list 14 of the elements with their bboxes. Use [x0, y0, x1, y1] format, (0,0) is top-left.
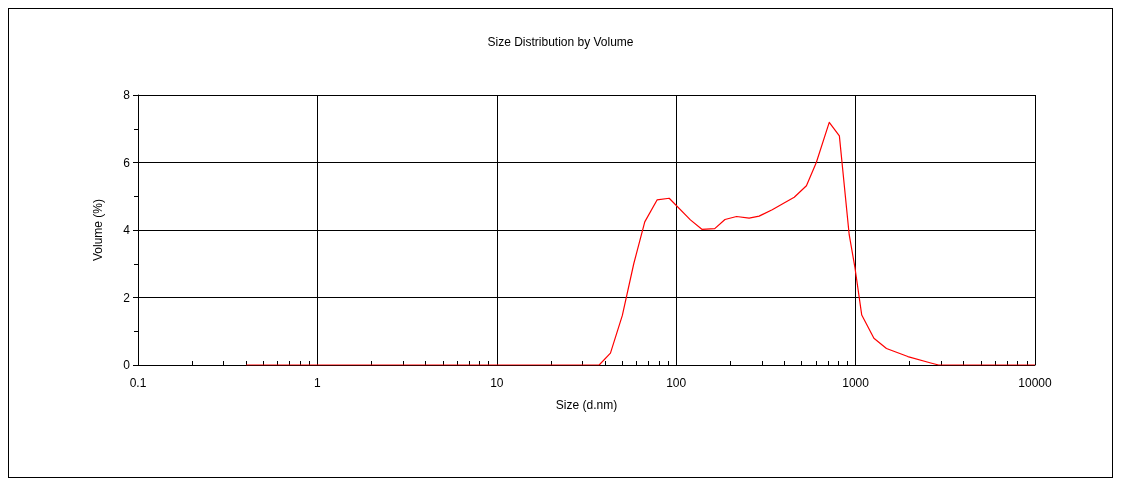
y-tick-label: 4 [123, 223, 131, 237]
y-axis-title: Volume (%) [91, 198, 105, 262]
x-tick-label: 0.1 [129, 376, 147, 390]
y-tick-label: 6 [123, 155, 131, 170]
y-tick-label: 8 [123, 88, 131, 102]
x-tick-label: 1000 [842, 376, 870, 390]
x-tick-label: 10000 [1018, 376, 1053, 390]
x-axis-title: Size (d.nm) [555, 398, 618, 412]
chart-title: Size Distribution by Volume [487, 35, 634, 49]
x-tick-label: 1 [314, 376, 322, 390]
x-tick-label: 10 [490, 376, 504, 390]
x-tick-label: 100 [666, 376, 687, 390]
y-tick-label: 0 [123, 358, 131, 372]
y-tick-label: 2 [123, 290, 131, 305]
